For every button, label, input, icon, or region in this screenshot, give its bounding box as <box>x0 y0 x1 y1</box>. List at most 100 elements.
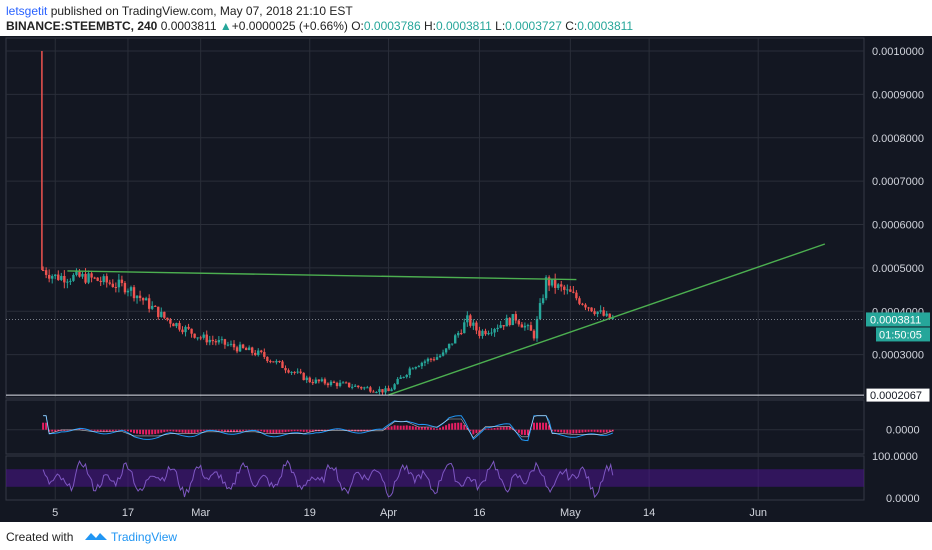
candle-body <box>81 273 84 277</box>
macd-bar <box>248 429 251 431</box>
macd-bar <box>108 429 111 432</box>
macd-bar <box>369 429 372 431</box>
candle-body <box>447 343 451 349</box>
candle-body <box>381 389 384 393</box>
candle-body <box>575 292 578 299</box>
candle-body <box>87 273 90 283</box>
candle-body <box>484 330 487 335</box>
macd-bar <box>166 429 169 432</box>
candle-body <box>444 348 448 353</box>
candles <box>41 266 614 395</box>
candle-body <box>299 371 302 373</box>
candle-body <box>78 271 81 277</box>
macd-bar <box>366 429 369 431</box>
macd-bar <box>542 422 545 430</box>
macd-bar <box>178 429 181 433</box>
candle-body <box>208 339 211 343</box>
candle-body <box>569 289 572 292</box>
macd-bar <box>475 429 478 434</box>
y-tick-label: 0.0008000 <box>872 133 924 145</box>
candle-body <box>41 270 45 272</box>
macd-bar <box>290 429 293 432</box>
candle-body <box>314 379 318 384</box>
candle-body <box>475 322 478 331</box>
candle-body <box>184 326 187 333</box>
x-tick-label: 17 <box>122 507 134 519</box>
candle-body <box>493 329 496 333</box>
open-label: O: <box>351 19 364 33</box>
chart-canvas[interactable]: 0.0010000 0.0009000 0.0008000 0.0007000 0.00… <box>0 36 932 522</box>
candle-body <box>54 274 57 277</box>
publish-info: published on TradingView.com, May 07, 20… <box>50 4 353 18</box>
x-tick-label: 5 <box>52 507 58 519</box>
candle-body <box>90 273 93 278</box>
macd-bar <box>305 429 308 432</box>
macd-bar <box>563 429 566 433</box>
candle-body <box>160 311 163 318</box>
macd-bar <box>408 425 411 430</box>
candle-body <box>435 357 439 360</box>
macd-bar <box>432 428 435 430</box>
macd-bar <box>608 429 611 433</box>
candle-body <box>320 379 324 382</box>
candle-body <box>217 340 221 343</box>
candle-body <box>402 376 405 378</box>
candle-body <box>469 315 472 326</box>
candle-body <box>378 389 381 392</box>
candle-body <box>257 350 260 356</box>
candle-body <box>202 334 205 338</box>
macd-bar <box>545 422 548 430</box>
macd-bar <box>469 429 472 432</box>
candle-body <box>587 307 590 309</box>
candle-body <box>269 361 272 363</box>
candle-body <box>60 275 63 280</box>
macd-bar <box>593 429 596 432</box>
macd-tick-label: 0.0000 <box>886 425 920 437</box>
candle-body <box>420 362 424 367</box>
macd-bar <box>308 429 311 432</box>
candle-body <box>578 298 581 304</box>
macd-bar <box>214 429 217 431</box>
candle-body <box>341 382 345 384</box>
author-link[interactable]: letsgetit <box>6 4 48 18</box>
macd-bar <box>139 429 142 435</box>
candle-body <box>238 344 242 352</box>
macd-bar <box>260 429 263 432</box>
resistance-trendline <box>67 270 577 281</box>
chart-background <box>0 36 932 522</box>
candle-body <box>544 277 548 299</box>
candle-body <box>538 303 542 320</box>
macd-bar <box>454 422 457 430</box>
macd-bar <box>581 429 584 433</box>
candle-body <box>553 278 557 288</box>
macd-bar <box>493 428 496 430</box>
candle-body <box>505 317 508 327</box>
candle-body <box>250 347 254 353</box>
macd-bar <box>242 429 245 431</box>
candle-body <box>457 332 460 336</box>
candle-body <box>438 355 442 358</box>
macd-bar <box>596 429 599 433</box>
candle-body <box>366 387 369 389</box>
candle-body <box>317 379 321 382</box>
countdown-label: 01:50:05 <box>879 329 922 341</box>
candle-body <box>508 317 511 326</box>
macd-bar <box>323 429 326 431</box>
macd-bar <box>184 429 187 434</box>
candle-body <box>550 278 554 286</box>
macd-bar <box>420 427 423 430</box>
macd-bar <box>560 429 563 433</box>
low-price-label: 0.0002067 <box>870 390 922 402</box>
candle-body <box>175 323 178 327</box>
macd-bar <box>439 427 442 430</box>
macd-bar <box>93 429 96 431</box>
chart-header: letsgetit published on TradingView.com, … <box>0 0 932 36</box>
candle-body <box>414 366 418 369</box>
tradingview-link[interactable]: TradingView <box>111 530 178 544</box>
candle-body <box>144 298 148 301</box>
close-value: 0.0003811 <box>577 19 634 33</box>
macd-bar <box>351 429 354 431</box>
low-value: 0.0003727 <box>505 19 562 33</box>
macd-bar <box>514 429 517 431</box>
macd-bar <box>536 422 539 430</box>
